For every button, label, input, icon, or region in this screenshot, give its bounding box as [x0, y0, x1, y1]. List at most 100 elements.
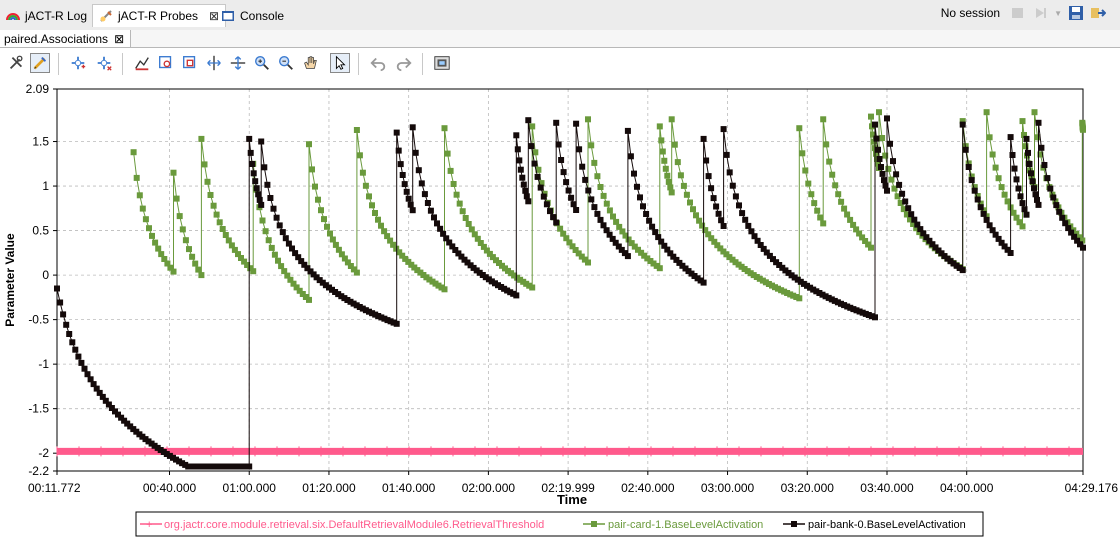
session-stop-icon[interactable]: [1010, 5, 1026, 21]
series-bank-point: [568, 194, 575, 201]
series-bank-point: [929, 241, 936, 248]
series-card-point: [222, 232, 229, 238]
zoom-out-icon[interactable]: [276, 53, 296, 73]
series-card-point: [588, 142, 595, 149]
snapshot-icon[interactable]: [432, 53, 452, 73]
close-tab-icon[interactable]: ⊠: [114, 31, 125, 46]
series-bank-point: [525, 117, 532, 124]
x-tick-label: 03:20.000: [781, 481, 835, 495]
series-bank-point: [658, 238, 665, 245]
series-bank-point: [1080, 244, 1086, 251]
series-bank-point: [757, 242, 764, 248]
expand-vertical-icon[interactable]: [228, 53, 248, 73]
tab-console[interactable]: Console: [221, 6, 284, 26]
redo-icon[interactable]: [394, 53, 414, 73]
series-bank-point: [264, 181, 271, 188]
chevron-down-icon[interactable]: ▼: [1054, 8, 1062, 18]
export-icon[interactable]: [1090, 5, 1106, 21]
zoom-fit-icon[interactable]: [132, 53, 152, 73]
series-bank-point: [99, 393, 106, 400]
series-card-point: [594, 173, 601, 180]
series-bank-point: [476, 269, 483, 276]
series-bank-point: [96, 389, 103, 396]
series-bank-point: [108, 405, 115, 411]
legend: + org.jactr.core.module.retrieval.six.De…: [135, 511, 984, 537]
series-bank-point: [652, 229, 659, 236]
series-bank-point: [1026, 161, 1033, 167]
x-tick-label: 04:29.176: [1065, 481, 1119, 495]
series-card-point: [606, 207, 613, 214]
series-bank-point: [369, 310, 376, 317]
series-bank-point: [93, 385, 100, 392]
zoom-box-2-icon[interactable]: [180, 53, 200, 73]
pen-icon[interactable]: [30, 53, 50, 73]
tab-jactr-log[interactable]: jACT-R Log: [6, 6, 87, 26]
series-bank-point: [455, 250, 462, 257]
close-tab-icon[interactable]: ⊠: [209, 9, 220, 23]
series-card-point: [198, 272, 205, 279]
session-run-icon[interactable]: [1032, 5, 1048, 21]
series-card-point: [399, 252, 406, 259]
tab-paired-associations[interactable]: paired.Associations ⊠: [0, 30, 132, 47]
series-bank-point: [570, 201, 577, 208]
series-bank-line: [56, 118, 1084, 467]
series-card-point: [965, 160, 972, 167]
undo-icon[interactable]: [368, 53, 388, 73]
series-bank-point: [760, 245, 767, 252]
series-card-point: [1019, 118, 1026, 125]
series-bank-point: [173, 456, 179, 463]
view-tab-bar: jACT-R Log jACT-R Probes ⊠ Console No se…: [0, 0, 1120, 31]
series-bank-point: [520, 181, 527, 188]
series-bank-point: [800, 280, 807, 287]
pan-hand-icon[interactable]: [300, 53, 320, 73]
series-bank-point: [703, 157, 710, 164]
zoom-in-icon[interactable]: [252, 53, 272, 73]
zoom-box-icon[interactable]: [156, 53, 176, 73]
series-card-point: [189, 253, 196, 260]
save-icon[interactable]: [1068, 5, 1084, 21]
toolbar-separator: [422, 53, 423, 75]
series-bank-point: [896, 181, 903, 188]
series-bank-point: [766, 252, 773, 259]
session-toolbar: No session ▼: [941, 5, 1106, 21]
series-bank-point: [234, 463, 240, 470]
series-bank-point: [637, 194, 643, 201]
series-card-point: [910, 221, 917, 227]
series-bank-point: [344, 297, 351, 303]
series-bank-point: [911, 216, 918, 223]
add-marker-icon[interactable]: [68, 53, 88, 73]
series-bank-point: [905, 205, 912, 212]
remove-marker-icon[interactable]: [94, 53, 114, 73]
series-card-point: [903, 211, 910, 218]
series-card-point: [868, 244, 874, 251]
series-card-point: [369, 202, 375, 209]
series-bank-point: [362, 307, 369, 314]
expand-horizontal-icon[interactable]: [204, 53, 224, 73]
series-bank-point: [980, 210, 987, 217]
series-bank-point: [763, 249, 770, 256]
series-bank-point: [54, 285, 60, 292]
series-bank-point: [788, 272, 795, 279]
y-tick-label: -2: [38, 446, 49, 460]
y-axis: 2.09 1.5 1 0.5 0 -0.5 -1 -1.5 -2 -2.2: [26, 82, 57, 478]
series-bank-point: [594, 210, 601, 217]
series-card-point: [613, 218, 620, 225]
tab-jactr-probes[interactable]: jACT-R Probes ⊠: [92, 4, 227, 27]
series-bank-point: [338, 293, 345, 300]
series-bank-point: [221, 463, 228, 470]
series-card-point: [894, 193, 901, 200]
legend-threshold-marker: +: [146, 519, 152, 531]
series-card-point: [572, 247, 579, 253]
series-bank-point: [393, 129, 400, 136]
tools-icon[interactable]: [6, 53, 26, 73]
series-bank-point: [1007, 250, 1014, 256]
series-bank-point: [482, 274, 489, 281]
series-bank-point: [87, 376, 94, 383]
series-card-point: [661, 157, 668, 164]
series-bank-point: [157, 447, 164, 453]
pointer-icon[interactable]: [330, 53, 350, 73]
series-bank-point: [853, 307, 860, 314]
series-bank-point: [597, 216, 604, 223]
series-card-point: [149, 232, 155, 239]
series-bank-point: [1023, 135, 1030, 142]
